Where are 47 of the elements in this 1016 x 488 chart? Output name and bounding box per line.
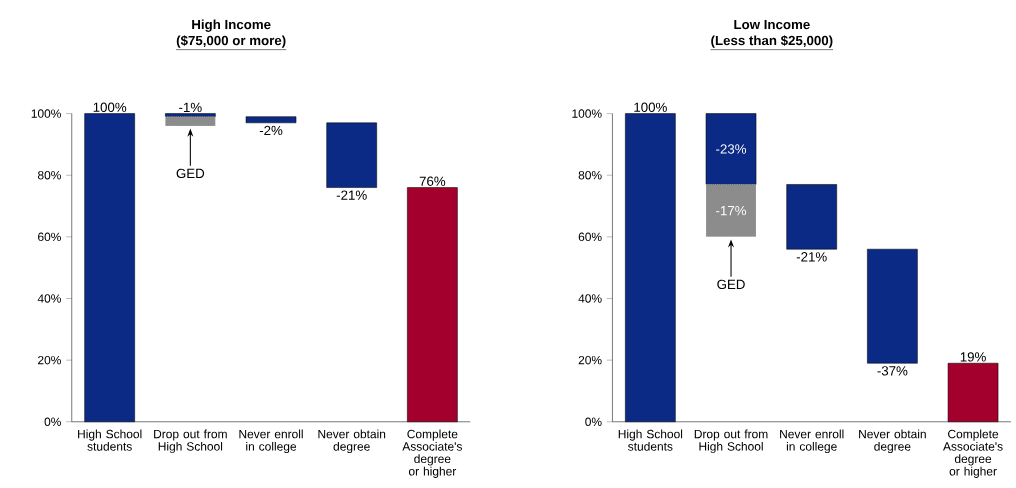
data-label: 76% bbox=[419, 176, 446, 186]
data-label: -37% bbox=[877, 366, 908, 376]
x-tick-label: Never enroll in college bbox=[780, 429, 844, 453]
data-label: -21% bbox=[796, 252, 827, 262]
x-tick-label: Drop out from High School bbox=[154, 429, 227, 453]
x-tick-label: Never obtain degree bbox=[318, 429, 386, 453]
y-tick-label: 40% bbox=[578, 294, 602, 303]
chart-title: Low Income bbox=[734, 19, 810, 30]
data-label: 100% bbox=[93, 102, 127, 112]
annotation: GED bbox=[717, 279, 745, 289]
y-tick-label: 20% bbox=[578, 355, 602, 365]
bar bbox=[326, 122, 377, 188]
y-tick-label: 80% bbox=[37, 170, 61, 180]
data-label: -21% bbox=[336, 190, 367, 200]
x-tick-label: Complete Associate's degree or higher bbox=[402, 429, 462, 478]
y-tick-label: 80% bbox=[578, 170, 602, 180]
y-tick-label: 60% bbox=[578, 232, 602, 242]
bar bbox=[245, 116, 297, 124]
x-tick-label: Never enroll in college bbox=[239, 429, 303, 453]
x-tick-label: Drop out from High School bbox=[694, 429, 768, 453]
bar bbox=[705, 113, 757, 185]
y-tick-label: 60% bbox=[38, 232, 61, 242]
y-tick-label: 20% bbox=[38, 355, 61, 365]
x-tick-label: Never obtain degree bbox=[859, 429, 926, 453]
bar bbox=[867, 248, 918, 364]
y-tick-label: 0% bbox=[585, 417, 602, 426]
data-label: 100% bbox=[634, 102, 667, 112]
x-tick-label: High School students bbox=[618, 429, 683, 451]
data-label: -17% bbox=[716, 205, 747, 216]
bar bbox=[165, 113, 216, 117]
data-label: -23% bbox=[716, 144, 747, 154]
chart-subtitle: (Less than $25,000) bbox=[711, 35, 833, 48]
bar bbox=[165, 116, 216, 127]
y-tick-label: 100% bbox=[31, 109, 61, 118]
y-tick-label: 100% bbox=[572, 109, 602, 118]
x-tick-label: Complete Associate's degree or higher bbox=[943, 429, 1003, 478]
data-label: -1% bbox=[179, 102, 202, 112]
y-tick-label: 40% bbox=[37, 294, 61, 303]
y-tick-label: 0% bbox=[44, 417, 61, 426]
annotation: GED bbox=[176, 168, 205, 178]
bar bbox=[786, 184, 837, 250]
x-tick-label: High School students bbox=[78, 429, 142, 451]
data-label: 19% bbox=[960, 352, 986, 362]
bar bbox=[705, 184, 757, 238]
data-label: -2% bbox=[259, 125, 283, 136]
chart-subtitle: ($75,000 or more) bbox=[176, 35, 286, 48]
chart-title: High Income bbox=[192, 19, 271, 32]
